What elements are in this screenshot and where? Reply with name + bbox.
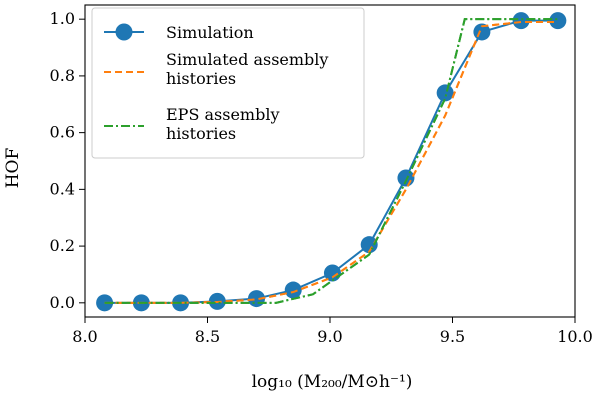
- x-tick-label: 8.0: [72, 327, 97, 346]
- simulation-point: [436, 84, 454, 102]
- legend-eps-assembly-line1: EPS assembly: [166, 105, 280, 124]
- legend-simulation-label: Simulation: [166, 23, 254, 42]
- y-tick-label: 1.0: [50, 9, 75, 28]
- legend: Simulation Simulated assembly histories …: [91, 7, 365, 159]
- simulation-point: [512, 12, 530, 30]
- x-tick-label: 9.5: [440, 327, 465, 346]
- legend-simulation-marker: [115, 23, 133, 41]
- y-tick-label: 0.2: [50, 236, 75, 255]
- x-tick-label: 8.5: [195, 327, 220, 346]
- series-layer: [96, 12, 567, 312]
- x-tick-label: 10.0: [557, 327, 593, 346]
- x-tick-label: 9.0: [317, 327, 342, 346]
- legend-simulated-assembly-line1: Simulated assembly: [166, 50, 328, 69]
- y-tick-label: 0.0: [50, 293, 75, 312]
- legend-simulated-assembly-line2: histories: [166, 69, 236, 88]
- legend-simulated-assembly-label: Simulated assembly histories: [166, 50, 334, 88]
- simulation-point: [549, 12, 567, 30]
- y-tick-label: 0.6: [50, 123, 75, 142]
- simulation-point: [284, 281, 302, 299]
- y-tick-label: 0.4: [50, 179, 75, 198]
- y-axis-label: HOF: [3, 148, 23, 189]
- simulation-point: [360, 236, 378, 254]
- series-line-overlay-2: [104, 18, 558, 304]
- y-tick-label: 0.8: [50, 66, 75, 85]
- legend-eps-assembly-label: EPS assembly histories: [166, 105, 285, 143]
- legend-eps-assembly-line2: histories: [166, 124, 236, 143]
- axis-ticks: 8.0 8.5 9.0 9.5 10.0 0.0 0.2 0.4 0.6 0.8 1.0: [50, 9, 593, 346]
- x-axis-label: log₁₀ (M₂₀₀/M⊙h⁻¹): [252, 372, 413, 392]
- legend-frame: [91, 7, 365, 159]
- series-line-overlay-1: [104, 21, 558, 304]
- simulation-point: [397, 169, 415, 187]
